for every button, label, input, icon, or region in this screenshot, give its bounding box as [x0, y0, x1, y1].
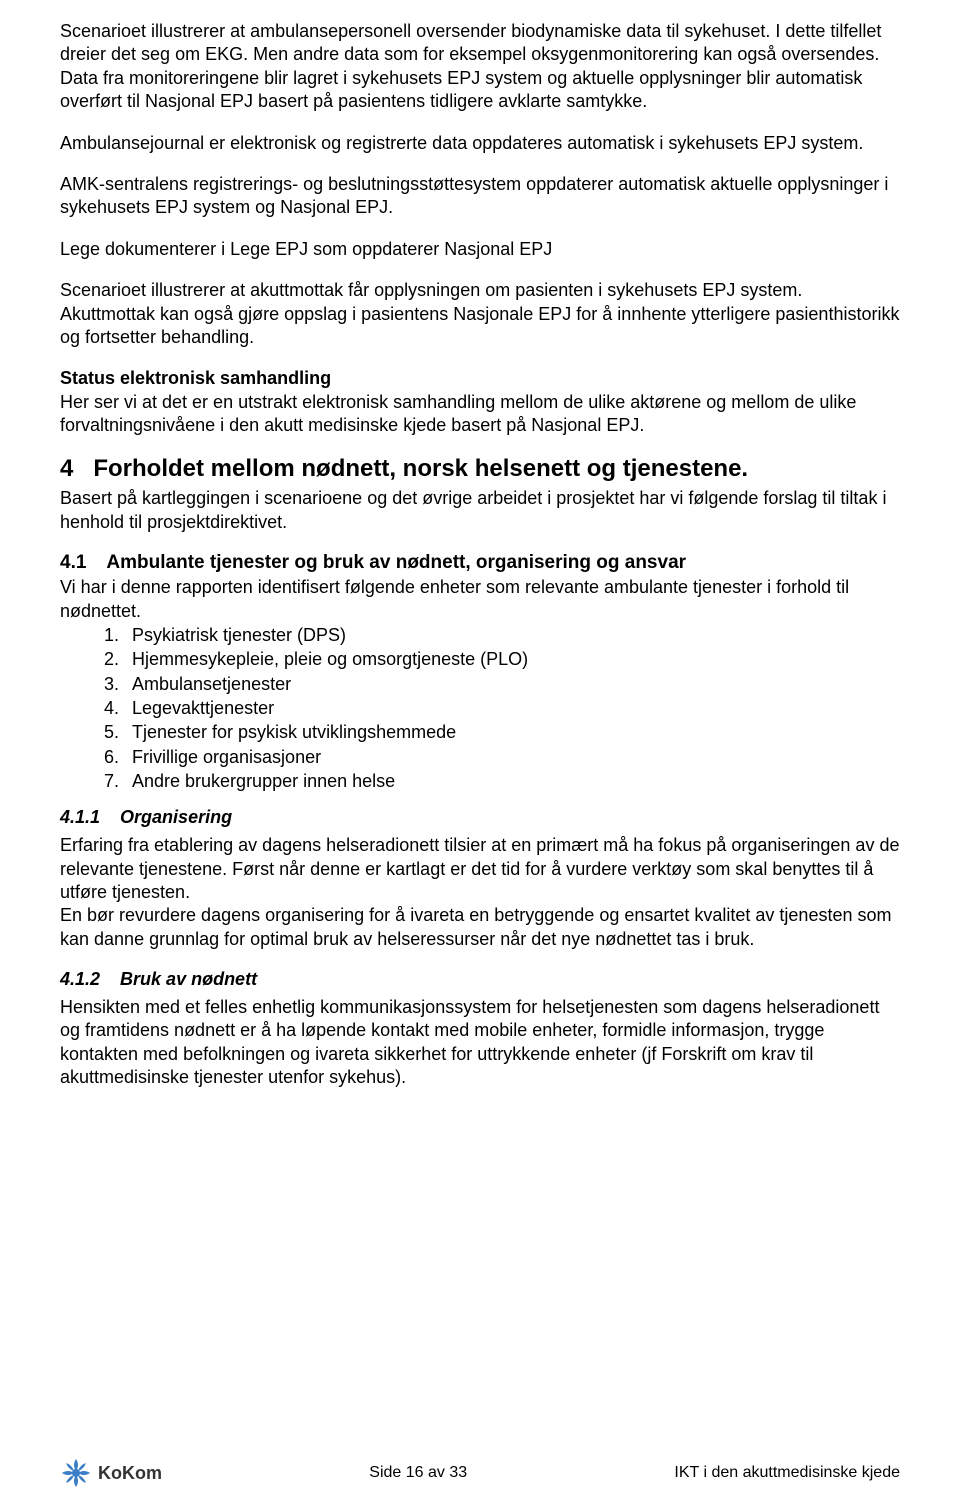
footer-page-number: Side 16 av 33 [369, 1464, 467, 1482]
paragraph-intro: Scenarioet illustrerer at ambulanseperso… [60, 20, 900, 114]
status-heading: Status elektronisk samhandling [60, 367, 900, 390]
paragraph-akuttmottak: Akuttmottak kan også gjøre oppslag i pas… [60, 303, 900, 350]
heading-number: 4.1.1 [60, 807, 100, 828]
heading-text: Ambulante tjenester og bruk av nødnett, … [106, 552, 686, 573]
kokom-logo-icon [60, 1457, 92, 1489]
heading-number: 4.1.2 [60, 969, 100, 990]
paragraph-lege: Lege dokumenterer i Lege EPJ som oppdate… [60, 238, 900, 261]
services-list: Psykiatrisk tjenester (DPS) Hjemmesykepl… [124, 623, 900, 793]
footer-brand-block: KoKom [60, 1457, 162, 1489]
status-body: Her ser vi at det er en utstrakt elektro… [60, 391, 900, 438]
heading-4-1-2: 4.1.2 Bruk av nødnett [60, 969, 900, 990]
list-item: Andre brukergrupper innen helse [124, 769, 900, 793]
list-item: Tjenester for psykisk utviklingshemmede [124, 720, 900, 744]
heading-text: Bruk av nødnett [120, 969, 257, 989]
heading-number: 4.1 [60, 552, 86, 574]
heading-4: 4 Forholdet mellom nødnett, norsk helsene… [60, 455, 900, 483]
paragraph-amk: AMK-sentralens registrerings- og beslutn… [60, 173, 900, 220]
paragraph-411-b: En bør revurdere dagens organisering for… [60, 904, 900, 951]
heading-4-1-1: 4.1.1 Organisering [60, 807, 900, 828]
paragraph-ambulansejournal: Ambulansejournal er elektronisk og regis… [60, 132, 900, 155]
paragraph-scenario: Scenarioet illustrerer at akuttmottak få… [60, 279, 900, 302]
heading-4-1: 4.1 Ambulante tjenester og bruk av nødnet… [60, 552, 900, 574]
heading-text: Organisering [120, 807, 232, 827]
footer-brand-text: KoKom [98, 1463, 162, 1484]
document-content: Scenarioet illustrerer at ambulanseperso… [60, 20, 900, 1427]
list-item: Ambulansetjenester [124, 672, 900, 696]
footer-document-title: IKT i den akuttmedisinske kjede [674, 1464, 900, 1482]
list-item: Hjemmesykepleie, pleie og omsorgtjeneste… [124, 647, 900, 671]
heading-number: 4 [60, 455, 73, 483]
list-item: Frivillige organisasjoner [124, 745, 900, 769]
heading-text: Forholdet mellom nødnett, norsk helsenet… [93, 455, 748, 482]
paragraph-h3-body: Vi har i denne rapporten identifisert fø… [60, 576, 900, 623]
page-footer: KoKom Side 16 av 33 IKT i den akuttmedis… [60, 1427, 900, 1489]
list-item: Legevakttjenester [124, 696, 900, 720]
paragraph-412: Hensikten med et felles enhetlig kommuni… [60, 996, 900, 1090]
paragraph-h2-body: Basert på kartleggingen i scenarioene og… [60, 487, 900, 534]
list-item: Psykiatrisk tjenester (DPS) [124, 623, 900, 647]
paragraph-411-a: Erfaring fra etablering av dagens helser… [60, 834, 900, 904]
